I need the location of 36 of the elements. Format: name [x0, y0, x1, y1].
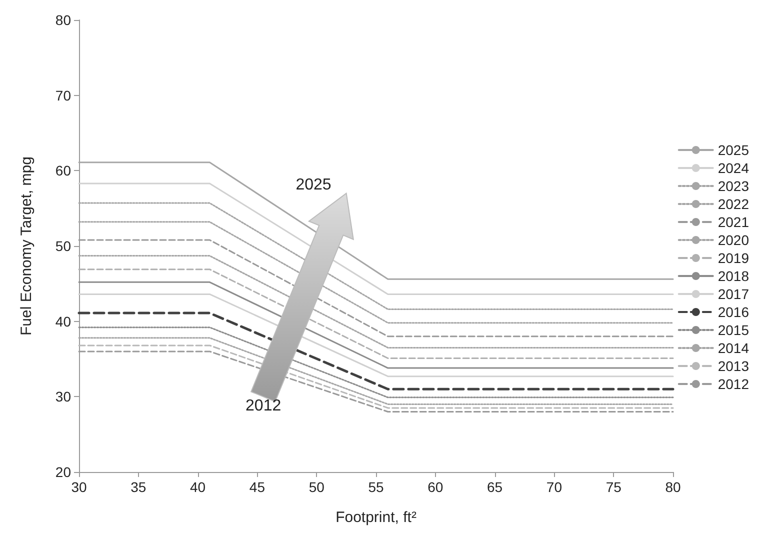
legend-label: 2015: [718, 322, 750, 338]
y-axis-title: Fuel Economy Target, mpg: [18, 156, 35, 336]
legend-label: 2025: [718, 142, 750, 158]
x-tick-label: 35: [130, 479, 146, 495]
x-tick-label: 80: [665, 479, 681, 495]
x-tick-label: 60: [428, 479, 444, 495]
annotation: 2012: [246, 398, 282, 415]
legend-label: 2022: [718, 196, 750, 212]
y-tick-label: 30: [55, 388, 72, 405]
legend-label: 2019: [718, 250, 750, 266]
legend-label: 2013: [718, 358, 750, 374]
y-tick-label: 40: [55, 313, 72, 330]
annotation: 2025: [296, 176, 332, 194]
legend-label: 2021: [718, 214, 750, 230]
x-tick-label: 75: [606, 479, 622, 495]
x-tick-label: 65: [487, 479, 503, 495]
y-tick-label: 20: [55, 464, 72, 480]
legend-label: 2014: [718, 340, 750, 356]
legend-label: 2024: [718, 160, 750, 176]
x-axis-title: Footprint, ft²: [336, 509, 416, 526]
x-tick-label: 45: [249, 479, 266, 495]
y-tick-label: 70: [55, 87, 72, 104]
legend-label: 2018: [718, 268, 750, 284]
x-tick-label: 70: [546, 479, 562, 495]
legend-label: 2020: [718, 232, 750, 248]
x-tick-label: 50: [308, 479, 325, 495]
y-tick-label: 50: [55, 238, 72, 254]
legend-label: 2016: [718, 304, 750, 320]
legend-label: 2023: [718, 178, 750, 194]
y-tick-label: 60: [55, 162, 72, 179]
legend-label: 2012: [718, 376, 750, 392]
x-tick-label: 30: [71, 479, 87, 495]
y-tick-label: 80: [55, 12, 72, 28]
legend-label: 2017: [718, 286, 750, 302]
x-tick-label: 40: [190, 479, 206, 495]
x-tick-label: 55: [368, 479, 384, 495]
